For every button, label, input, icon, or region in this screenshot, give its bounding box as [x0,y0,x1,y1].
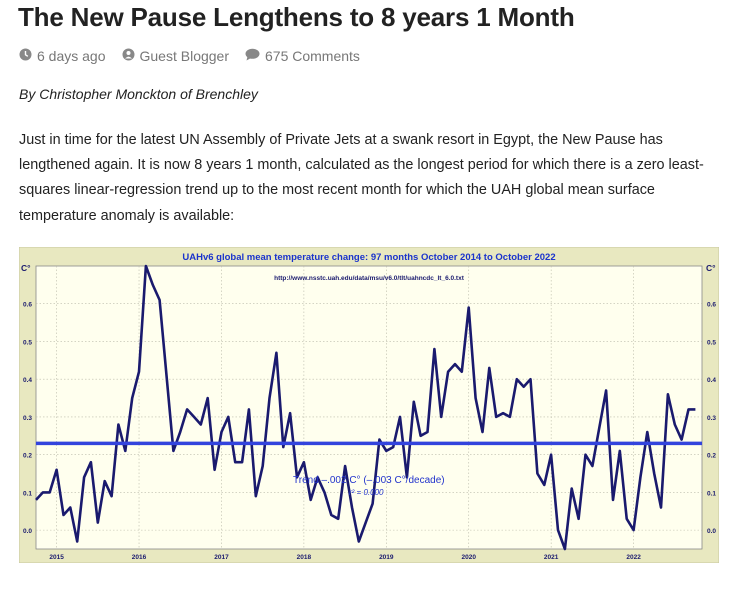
temperature-chart: 0.0 0.0 0.1 0.1 0.2 0.2 0.3 0.3 0.4 0.4 0.5 0.5 0.6 0… [18,246,720,564]
x-tick-label: 2015 [49,554,64,561]
x-tick-label: 2018 [297,554,312,561]
y-tick-label-left: 0.1 [23,490,32,497]
article-meta: 6 days ago Guest Blogger 675 Comments [19,48,376,64]
series-layer [35,264,702,551]
y-tick-label-left: 0.2 [23,453,32,460]
x-tick-label: 2022 [626,554,641,561]
y-tick-label-right: 0.2 [707,453,716,460]
y-axis-label-left: C° [21,263,31,273]
x-tick-labels: 2015 2016 2017 2018 2019 2020 2021 2022 [49,554,641,561]
y-tick-label-right: 0.1 [707,490,716,497]
meta-comments[interactable]: 675 Comments [245,48,360,64]
intro-paragraph: Just in time for the latest UN Assembly … [19,132,704,224]
grid-lines [36,266,702,549]
article-title: The New Pause Lengthens to 8 years 1 Mon… [18,2,575,32]
chart-title: UAHv6 global mean temperature change: 97… [182,252,555,263]
y-tick-label-right: 0.5 [707,339,716,346]
y-tick-label-right: 0.6 [707,302,716,309]
chart-svg: 0.0 0.0 0.1 0.1 0.2 0.2 0.3 0.3 0.4 0.4 0.5 0.5 0.6 0… [18,246,720,564]
y-tick-label-right: 0.0 [707,528,716,535]
y-tick-label-left: 0.0 [23,528,32,535]
y-tick-label-right: 0.3 [707,415,716,422]
x-tick-label: 2021 [544,554,559,561]
x-tick-label: 2019 [379,554,394,561]
x-tick-label: 2017 [214,554,229,561]
y-tick-label-right: 0.4 [707,377,716,384]
r-squared-annotation: r² = 0.000 [349,488,384,497]
y-tick-label-left: 0.5 [23,339,32,346]
x-tick-label: 2016 [132,554,147,561]
y-tick-labels: 0.0 0.0 0.1 0.1 0.2 0.2 0.3 0.3 0.4 0.4 0.5 0.5 0.6 0… [23,302,716,535]
meta-comments-text[interactable]: 675 Comments [265,48,360,64]
meta-date-text: 6 days ago [37,48,106,64]
byline: By Christopher Monckton of Brenchley [19,86,258,102]
meta-date: 6 days ago [19,48,106,64]
x-tick-label: 2020 [462,554,477,561]
meta-author-text[interactable]: Guest Blogger [139,48,230,64]
temperature-series-line [35,264,696,551]
meta-author[interactable]: Guest Blogger [122,48,230,64]
clock-icon [19,48,32,64]
plot-area [35,265,703,550]
comment-icon [245,48,260,64]
y-tick-label-left: 0.3 [23,415,32,422]
trend-annotation: Trend –.002 C° (–.003 C°/decade) [293,475,445,486]
y-axis-label-right: C° [706,263,716,273]
y-tick-label-left: 0.6 [23,302,32,309]
chart-source-url: http://www.nsstc.uah.edu/data/msu/v6.0/t… [274,275,465,282]
user-icon [122,48,135,64]
y-tick-label-left: 0.4 [23,377,32,384]
